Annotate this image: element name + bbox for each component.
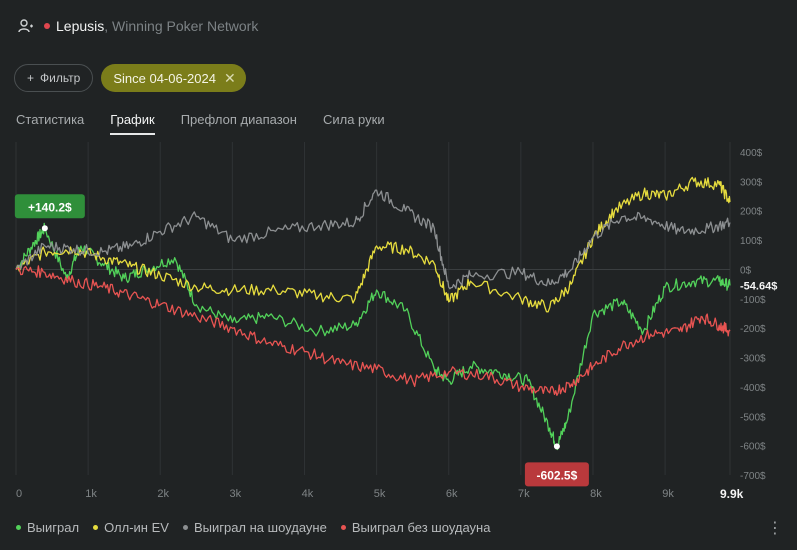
y-tick-label: -300$ — [740, 354, 766, 365]
x-tick-label: 5k — [374, 488, 386, 500]
last-value-label: -54.64$ — [740, 280, 777, 292]
y-tick-label: 300$ — [740, 177, 763, 188]
tab-statistics[interactable]: Статистика — [16, 112, 85, 127]
tab-graph[interactable]: График — [110, 112, 155, 135]
filters-bar: + Фильтр Since 04-06-2024 ✕ — [14, 64, 246, 92]
date-filter-chip[interactable]: Since 04-06-2024 ✕ — [101, 64, 246, 92]
status-dot — [44, 23, 50, 29]
filter-label: Фильтр — [40, 71, 81, 85]
tab-bar: Статистика График Префлоп диапазон Сила … — [16, 112, 411, 135]
peak-label-box — [14, 194, 85, 219]
legend-label: Олл-ин EV — [104, 520, 169, 535]
close-icon[interactable]: ✕ — [223, 69, 236, 86]
x-tick-label: 6k — [446, 488, 458, 500]
y-tick-label: -400$ — [740, 383, 766, 394]
y-tick-label: 0$ — [740, 265, 752, 276]
add-filter-button[interactable]: + Фильтр — [14, 64, 94, 92]
date-chip-label: Since 04-06-2024 — [113, 70, 216, 86]
trough-point — [553, 443, 560, 450]
plus-icon: + — [27, 71, 35, 85]
y-tick-label: -100$ — [740, 295, 766, 306]
legend-dot — [182, 525, 188, 530]
tab-hand-strength[interactable]: Сила руки — [322, 112, 385, 127]
legend-label: Выиграл без шоудауна — [351, 520, 491, 535]
y-tick-label: -500$ — [740, 412, 766, 423]
series-line — [15, 265, 731, 396]
x-final-label: 9.9k — [720, 487, 744, 501]
x-tick-label: 9k — [662, 488, 674, 500]
legend-dot — [16, 525, 21, 530]
legend-item-non-showdown[interactable]: Выиграл без шоудауна — [340, 520, 491, 535]
x-tick-label: 2k — [157, 488, 169, 500]
legend-dot — [93, 525, 99, 530]
x-tick-label: 4k — [302, 488, 314, 500]
peak-point — [41, 225, 48, 232]
player-settings-icon[interactable] — [18, 18, 34, 34]
legend-label: Выиграл — [27, 520, 80, 535]
tab-preflop-range[interactable]: Префлоп диапазон — [180, 112, 297, 127]
peak-label: +140.2$ — [28, 200, 72, 214]
y-tick-label: 400$ — [740, 148, 763, 159]
network-name: , Winning Poker Network — [104, 18, 259, 34]
legend-item-won[interactable]: Выиграл — [16, 520, 79, 535]
y-tick-label: -600$ — [740, 442, 766, 453]
x-tick-label: 3k — [230, 488, 242, 500]
legend-item-showdown[interactable]: Выиграл на шоудауне — [182, 520, 327, 535]
y-tick-label: 200$ — [740, 207, 763, 218]
legend-item-allin-ev[interactable]: Олл-ин EV — [93, 520, 169, 535]
trough-label-box — [524, 462, 589, 487]
legend-dot — [340, 525, 346, 530]
x-tick-label: 0 — [16, 488, 22, 500]
x-tick-label: 1k — [85, 488, 97, 500]
y-tick-label: -700$ — [740, 471, 766, 482]
x-tick-label: 7k — [518, 488, 530, 500]
profit-chart[interactable]: 0 1k 2k 3k 4k 5k 6k 7k 8k 9k 400$ 300$ 200$ 100$ 0$ -10… — [0, 140, 797, 505]
series-line — [15, 176, 731, 313]
trough-label: -602.5$ — [537, 468, 578, 482]
chart-legend: Выиграл Олл-ин EV Выиграл на шоудауне Вы… — [16, 520, 490, 535]
more-options-icon[interactable]: ⋮ — [767, 520, 783, 537]
y-tick-label: -200$ — [740, 324, 766, 335]
x-tick-label: 8k — [590, 488, 602, 500]
legend-label: Выиграл на шоудауне — [193, 520, 327, 535]
header: Lepusis , Winning Poker Network — [18, 16, 258, 36]
player-name: Lepusis — [56, 18, 105, 34]
series-line — [15, 222, 731, 451]
series-line — [15, 189, 731, 290]
y-tick-label: 100$ — [740, 236, 763, 247]
